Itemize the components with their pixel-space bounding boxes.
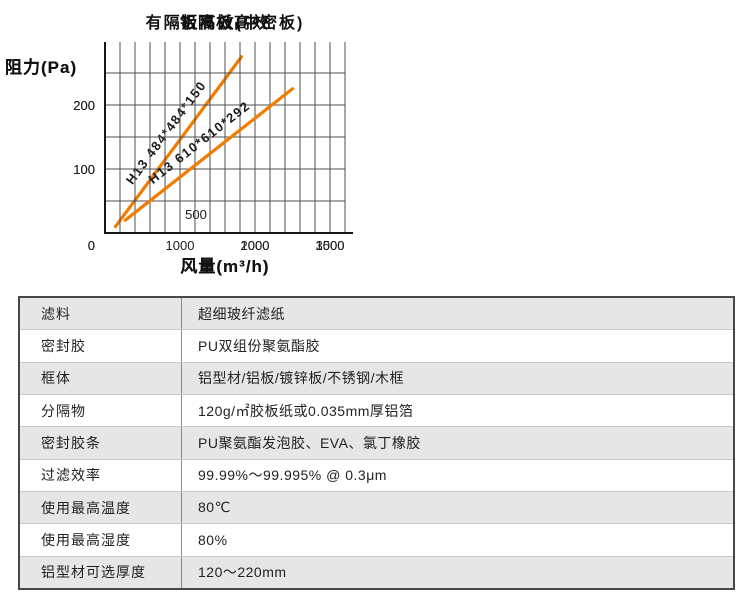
x-tick-label: 2000 <box>241 238 270 253</box>
x-tick-label-inside: 500 <box>185 207 207 222</box>
table-row: 密封胶条 PU聚氨酯发泡胶、EVA、氯丁橡胶 <box>20 426 733 459</box>
spec-label: 分隔物 <box>20 394 182 427</box>
spec-label: 使用最高湿度 <box>20 524 182 556</box>
charts-section: 有隔板高效(中密板) 阻力(Pa) H13 484*484*150 0 100 200… <box>0 0 750 292</box>
resistance-curve <box>113 55 244 229</box>
spec-label: 滤料 <box>20 298 182 330</box>
y-tick-label: 100 <box>73 162 95 177</box>
spec-value: 超细玻纤滤纸 <box>198 305 285 322</box>
spec-value: PU双组份聚氨酯胶 <box>198 337 320 354</box>
x-tick-label: 1500 <box>316 238 345 253</box>
y-axis-title: 阻力(Pa) <box>5 58 78 77</box>
resistance-curve <box>123 87 295 222</box>
spec-value: 120g/㎡胶板纸或0.035mm厚铝箔 <box>198 402 414 419</box>
spec-value: 80% <box>198 531 228 548</box>
spec-value: PU聚氨酯发泡胶、EVA、氯丁橡胶 <box>198 434 421 451</box>
axis-lines <box>104 42 353 234</box>
table-row: 使用最高湿度 80% <box>20 523 733 556</box>
x-axis-title: 风量(m³/h) <box>180 257 270 276</box>
x-axis-title: 风量(m³/h) <box>180 257 270 276</box>
table-row: 滤料 超细玻纤滤纸 <box>20 298 733 330</box>
spec-label: 密封胶条 <box>20 427 182 459</box>
spec-label: 使用最高温度 <box>20 491 182 524</box>
x-tick-label: 3000 <box>316 238 345 253</box>
y-tick-label: 0 <box>88 238 95 253</box>
spec-label: 密封胶 <box>20 330 182 362</box>
table-row: 密封胶 PU双组份聚氨酯胶 <box>20 329 733 362</box>
table-row: 过滤效率 99.99%～99.995% @ 0.3μm <box>20 458 733 491</box>
spec-value: 99.99%～99.995% @ 0.3μm <box>198 467 387 484</box>
x-tick-label: 1000 <box>166 238 195 253</box>
spec-label: 过滤效率 <box>20 459 182 491</box>
spec-label: 框体 <box>20 362 182 394</box>
y-axis-title: 阻力(Pa) <box>5 58 78 77</box>
chart-title: 有隔板高效(中密板) <box>145 15 305 32</box>
gridlines <box>105 42 346 233</box>
y-tick-label: 200 <box>73 98 95 113</box>
table-row: 分隔物 120g/㎡胶板纸或0.035mm厚铝箔 <box>20 393 733 427</box>
table-row: 框体 铝型材/铝板/镀锌板/不锈钢/木框 <box>20 361 733 394</box>
y-tick-label: 0 <box>88 238 95 253</box>
curve-label: H13 610*610*292 <box>145 98 253 187</box>
spec-table: 滤料 超细玻纤滤纸 密封胶 PU双组份聚氨酯胶 框体 铝型材/铝板/镀锌板/不锈钢/木框分… <box>18 296 735 590</box>
y-tick-label: 200 <box>73 98 95 113</box>
spec-value: 120～220mm <box>198 564 287 581</box>
y-tick-label: 100 <box>73 162 95 177</box>
spec-value: 80℃ <box>198 499 231 516</box>
chart-title: 铝隔板高效 <box>179 15 270 32</box>
table-row: 铝型材可选厚度 120～220mm <box>20 555 733 588</box>
table-row: 使用最高温度 80℃ <box>20 490 733 524</box>
spec-label: 铝型材可选厚度 <box>20 556 182 588</box>
x-tick-label: 1000 <box>241 238 270 253</box>
spec-value: 铝型材/铝板/镀锌板/不锈钢/木框 <box>198 370 405 387</box>
chart-aluminum-hepa: 铝隔板高效 阻力(Pa) H13 610*610*292 0 100 200 1000 2… <box>0 0 380 292</box>
